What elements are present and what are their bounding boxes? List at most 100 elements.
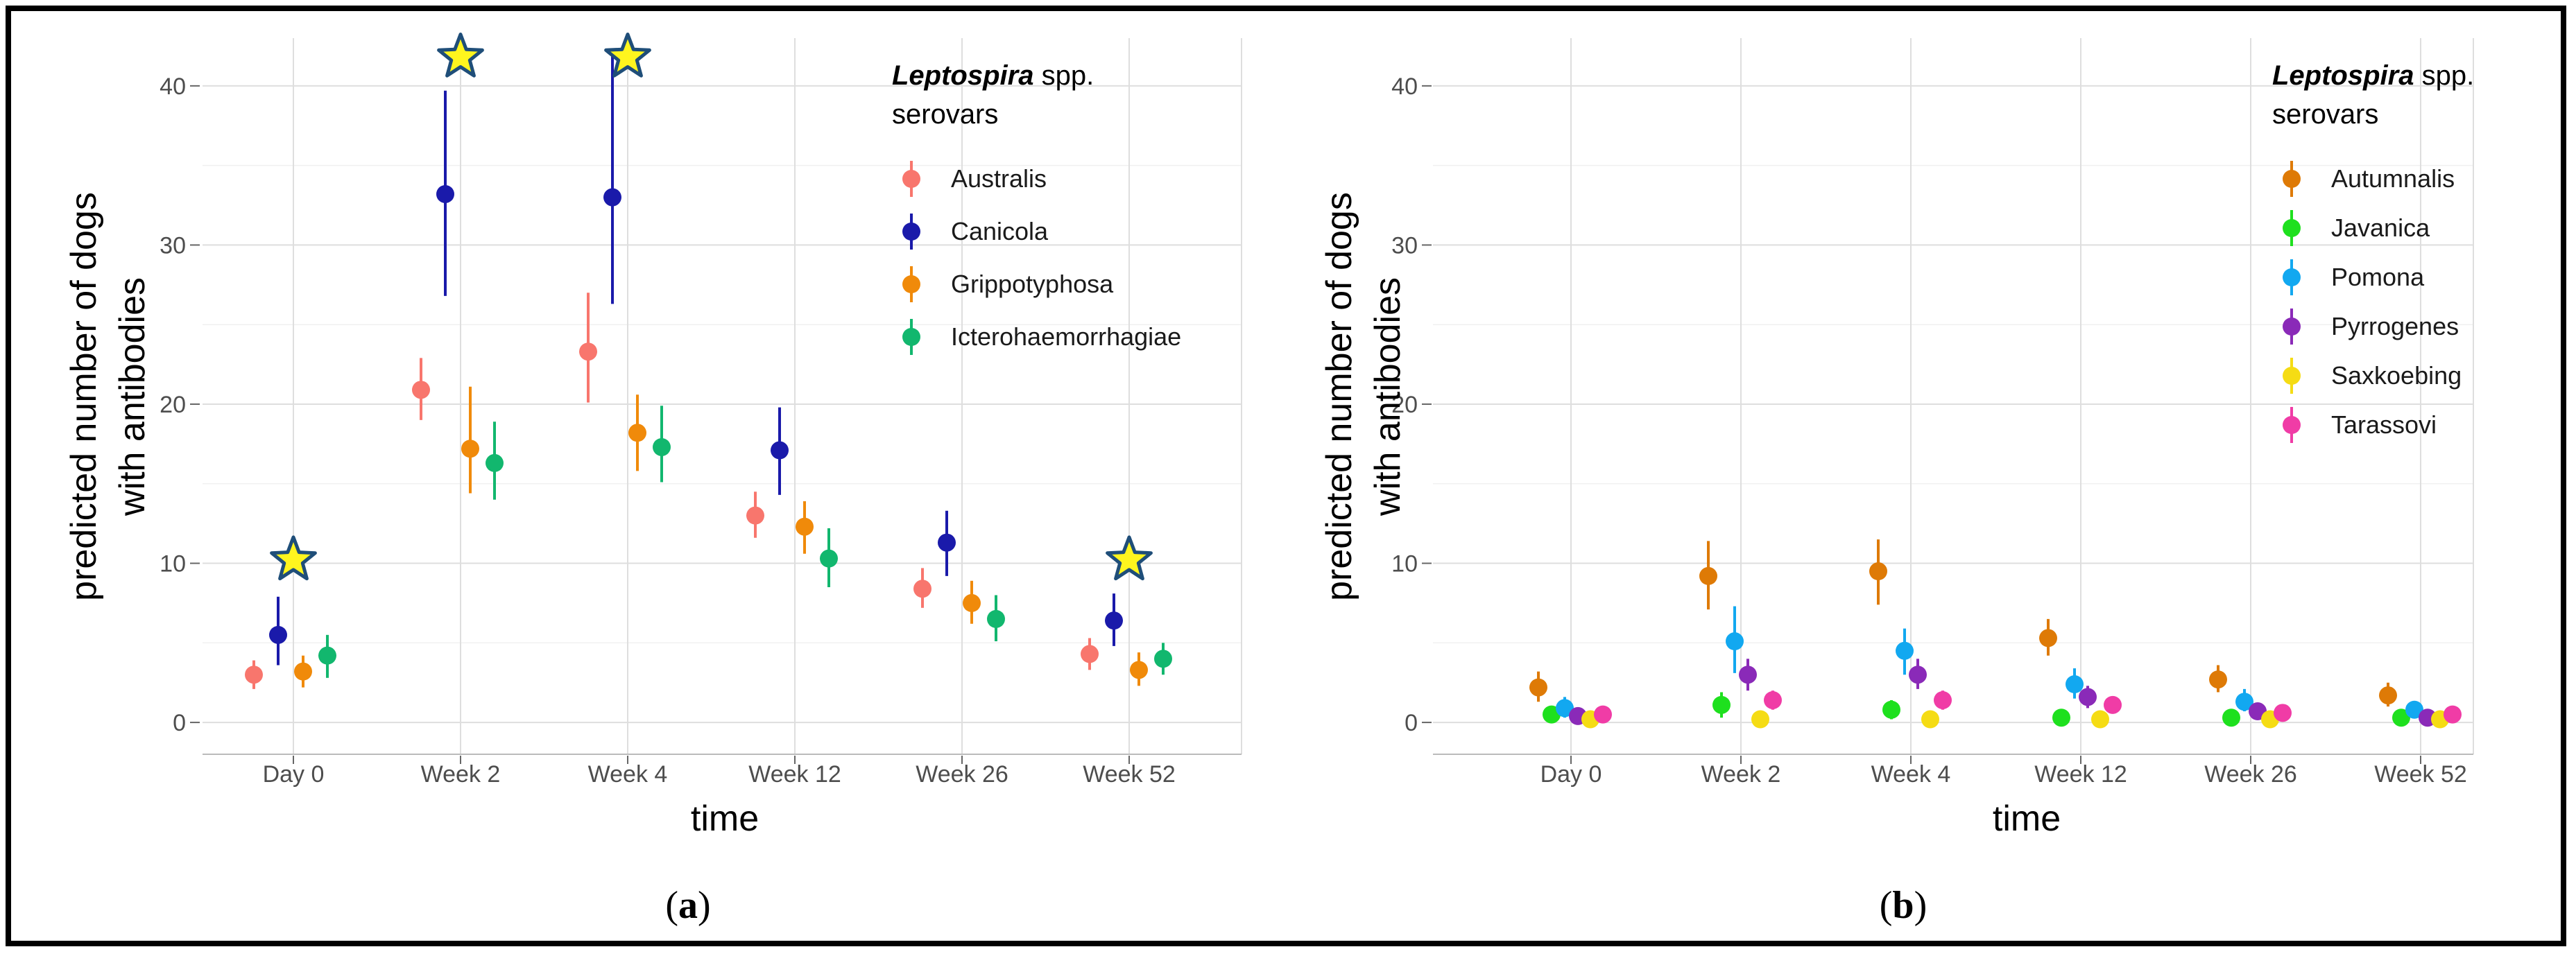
legend-item-label: Pyrrogenes <box>2331 312 2459 340</box>
legend-item-label: Pomona <box>2331 263 2425 291</box>
data-point <box>820 549 838 568</box>
x-tick-label: Week 26 <box>916 761 1008 788</box>
y-axis-title: with antibodies <box>1368 277 1408 516</box>
legend-item-label: Javanica <box>2331 214 2430 242</box>
x-tick-label: Day 0 <box>1540 761 1602 788</box>
legend-item-label: Autumnalis <box>2331 164 2455 193</box>
series-canicola <box>269 53 1123 666</box>
y-tick-label: 0 <box>173 710 186 736</box>
x-axis-title: time <box>691 799 759 839</box>
data-point <box>1739 666 1757 684</box>
data-point <box>653 437 671 456</box>
legend-title-spp: spp. <box>2414 60 2474 91</box>
x-tick-label: Week 4 <box>588 761 668 788</box>
chart-panel-a: 0 10 20 30 40 Day 0 Week 2 Week 4 Week 12 Week 26… <box>64 33 1242 927</box>
data-point <box>603 188 621 207</box>
legend-title-line2: serovars <box>892 99 998 130</box>
data-point <box>2274 704 2292 722</box>
x-tick-label: Day 0 <box>263 761 325 788</box>
legend-key-point <box>902 170 920 188</box>
legend-key-point <box>2283 416 2301 434</box>
y-tick-label: 40 <box>160 73 186 100</box>
data-point <box>1594 705 1612 724</box>
data-point <box>486 453 504 472</box>
panel-label: (b) <box>1880 884 1927 927</box>
panel-label-letter: a <box>678 884 698 927</box>
legend: Leptospira spp. serovars Australis Canicola… <box>892 60 1181 355</box>
legend-title: Leptospira spp. <box>892 60 1094 91</box>
data-point <box>269 625 287 644</box>
data-point <box>913 580 931 598</box>
y-axis-title: predicted number of dogs <box>64 192 104 601</box>
series-autumnalis <box>1529 539 2397 707</box>
x-tick-label: Week 12 <box>748 761 841 788</box>
x-tick-label: Week 26 <box>2204 761 2297 788</box>
chart-panel-b: 0 10 20 30 40 Day 0 Week 2 Week 4 Week 12 Week 26… <box>1319 38 2474 927</box>
data-point <box>436 184 454 203</box>
series-saxkoebing <box>1581 710 2449 729</box>
legend: Leptospira spp. serovars Autumnalis Javanic… <box>2272 60 2474 443</box>
data-point <box>963 593 981 612</box>
data-point <box>1529 678 1547 697</box>
x-tick-label: Week 12 <box>2034 761 2127 788</box>
data-point <box>1921 710 1939 729</box>
y-tick-label: 30 <box>160 232 186 259</box>
data-point <box>1882 700 1900 719</box>
panel-label: (a) <box>665 884 710 927</box>
data-point <box>746 506 764 525</box>
data-point <box>796 517 814 536</box>
data-point <box>1869 562 1887 581</box>
data-point <box>2079 688 2097 706</box>
legend-key-point <box>2283 367 2301 385</box>
y-tick-label: 10 <box>1391 551 1418 577</box>
series-pomona <box>1556 606 2423 719</box>
data-point <box>2209 670 2227 689</box>
data-point <box>1712 695 1731 714</box>
data-point <box>2052 709 2070 727</box>
data-point <box>412 381 430 399</box>
x-tick-label: Week 52 <box>1083 761 1176 788</box>
data-point <box>987 609 1005 628</box>
data-point <box>1105 611 1123 630</box>
legend-key-point <box>2283 268 2301 286</box>
series-tarassovi <box>1594 690 2462 724</box>
plot-background <box>203 38 1242 754</box>
data-point <box>1934 690 1952 709</box>
y-tick-label: 30 <box>1391 232 1418 259</box>
data-point <box>2091 710 2109 729</box>
x-tick-label: Week 2 <box>421 761 501 788</box>
legend-key-point <box>902 328 920 346</box>
data-point <box>1726 632 1744 651</box>
y-tick-label: 40 <box>1391 73 1418 100</box>
data-point <box>771 441 789 460</box>
data-point <box>2039 629 2057 648</box>
significance-star-icon <box>1106 535 1153 581</box>
series-javanica <box>1543 692 2410 727</box>
y-tick-label: 20 <box>160 392 186 418</box>
x-tick-label: Week 52 <box>2374 761 2467 788</box>
data-point <box>1699 566 1717 585</box>
y-axis-title: predicted number of dogs <box>1319 192 1359 601</box>
data-point <box>461 440 479 458</box>
x-tick-label: Week 2 <box>1701 761 1781 788</box>
series-australis <box>245 293 1099 689</box>
data-point <box>579 342 597 361</box>
significance-star-icon <box>270 535 317 581</box>
data-point <box>1154 650 1172 668</box>
y-tick-label: 0 <box>1405 710 1418 736</box>
y-tick-label: 10 <box>160 551 186 577</box>
data-point <box>2235 693 2253 711</box>
data-point <box>2379 686 2397 705</box>
legend-item-label: Saxkoebing <box>2331 361 2462 390</box>
legend-title-genus: Leptospira <box>2272 60 2414 91</box>
data-point <box>1751 710 1769 729</box>
legend-key-point <box>2283 318 2301 336</box>
significance-star-icon <box>604 33 651 78</box>
data-point <box>628 424 646 442</box>
series-icterohaemorrhagiae <box>318 406 1172 678</box>
x-axis-title: time <box>1993 799 2061 839</box>
data-point <box>1764 690 1782 709</box>
legend-key-point <box>902 223 920 241</box>
data-point <box>2444 705 2462 724</box>
